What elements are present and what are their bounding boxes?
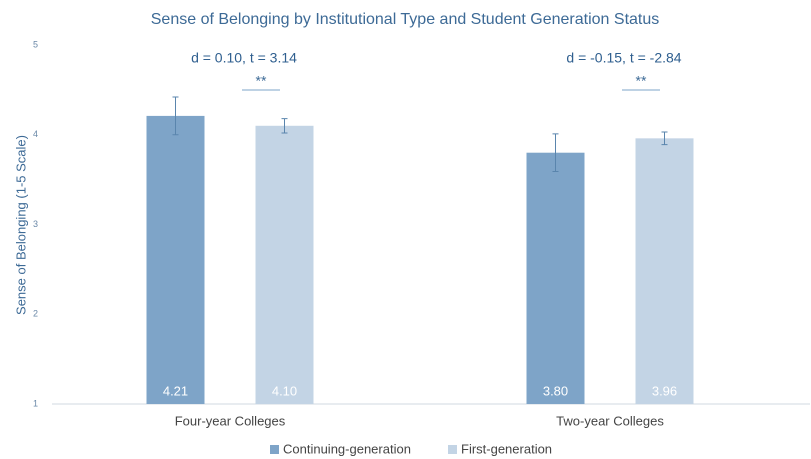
y-tick-label: 4 [33,129,38,139]
bar [635,138,694,404]
error-bar [172,96,179,136]
y-tick-label: 5 [33,39,38,49]
y-tick-label: 2 [33,309,38,319]
legend-label: Continuing-generation [283,441,411,456]
value-label: 3.96 [652,383,677,398]
legend-label: First-generation [461,441,552,456]
y-axis-label: Sense of Belonging (1-5 Scale) [13,135,28,315]
error-bar [661,131,668,146]
annotation: d = 0.10, t = 3.14 [191,50,297,66]
value-label: 4.21 [163,383,188,398]
bar [526,152,585,404]
error-bar [552,133,559,173]
legend-swatch [448,445,457,454]
error-bar [281,118,288,134]
y-tick-label: 1 [33,398,38,408]
y-tick-label: 3 [33,219,38,229]
significance: ** [636,73,647,89]
value-label: 4.10 [272,383,297,398]
x-tick-label: Two-year Colleges [556,413,664,428]
bar [146,115,205,404]
annotation: d = -0.15, t = -2.84 [566,50,681,66]
x-tick-label: Four-year Colleges [175,413,286,428]
significance: ** [256,73,267,89]
value-label: 3.80 [543,383,568,398]
bar [255,125,314,405]
legend-swatch [270,445,279,454]
chart-title: Sense of Belonging by Institutional Type… [151,11,660,28]
